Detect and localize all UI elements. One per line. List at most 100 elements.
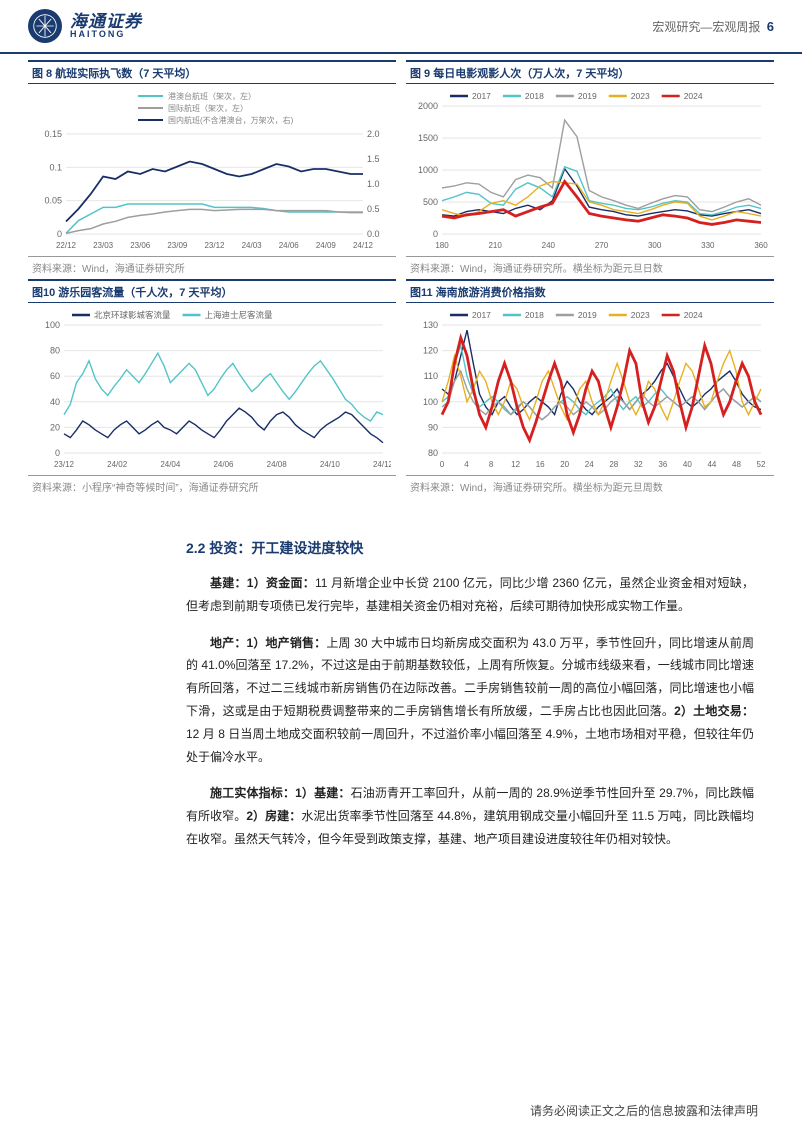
svg-text:20: 20 xyxy=(50,422,60,432)
svg-text:24/09: 24/09 xyxy=(316,241,337,250)
svg-text:0.1: 0.1 xyxy=(49,162,62,172)
svg-text:1000: 1000 xyxy=(418,165,438,175)
svg-text:北京环球影城客流量: 北京环球影城客流量 xyxy=(94,310,171,320)
p2-body2: 12 月 8 日当周土地成交面积较前一周回升，不过溢价率小幅回落至 4.9%，土… xyxy=(186,727,754,764)
svg-text:80: 80 xyxy=(428,448,438,458)
svg-text:0: 0 xyxy=(440,460,445,469)
section-2-2-heading: 2.2 投资：开工建设进度较快 xyxy=(0,494,802,558)
svg-text:90: 90 xyxy=(428,422,438,432)
svg-text:2019: 2019 xyxy=(578,91,597,101)
svg-text:国际航班（架次，左）: 国际航班（架次，左） xyxy=(168,103,248,113)
brand-logo-group: 海通证券 HAITONG xyxy=(28,9,142,43)
chart-8-plot: 00.050.10.150.00.51.01.52.022/1223/0323/… xyxy=(28,84,391,256)
page-label: 宏观研究—宏观周报 6 xyxy=(652,18,774,35)
svg-text:2017: 2017 xyxy=(472,310,491,320)
svg-text:40: 40 xyxy=(683,460,692,469)
chart-9-title: 图 9 每日电影观影人次（万人次，7 天平均） xyxy=(406,60,774,84)
svg-text:国内航班(不含港澳台，万架次，右): 国内航班(不含港澳台，万架次，右) xyxy=(168,115,294,125)
svg-text:24/02: 24/02 xyxy=(107,460,128,469)
svg-text:23/06: 23/06 xyxy=(130,241,151,250)
paragraph-realestate: 地产：1）地产销售：上周 30 大中城市日均新房成交面积为 43.0 万平，季节… xyxy=(186,632,754,769)
svg-text:0.05: 0.05 xyxy=(44,196,62,206)
logo-icon xyxy=(28,9,62,43)
svg-text:300: 300 xyxy=(648,241,662,250)
svg-text:24/08: 24/08 xyxy=(267,460,288,469)
svg-text:2000: 2000 xyxy=(418,101,438,111)
svg-text:52: 52 xyxy=(757,460,766,469)
svg-text:2017: 2017 xyxy=(472,91,491,101)
svg-text:22/12: 22/12 xyxy=(56,241,77,250)
svg-text:100: 100 xyxy=(45,320,60,330)
svg-text:港澳台航班（架次，左）: 港澳台航班（架次，左） xyxy=(168,91,256,101)
charts-grid: 图 8 航班实际执飞数（7 天平均） 00.050.10.150.00.51.0… xyxy=(0,54,802,494)
svg-text:210: 210 xyxy=(488,241,502,250)
svg-text:23/12: 23/12 xyxy=(204,241,225,250)
chart-9: 图 9 每日电影观影人次（万人次，7 天平均） 0500100015002000… xyxy=(406,60,774,275)
brand-name-en: HAITONG xyxy=(70,30,142,39)
svg-text:24/06: 24/06 xyxy=(213,460,234,469)
svg-text:240: 240 xyxy=(542,241,556,250)
svg-text:500: 500 xyxy=(423,197,438,207)
svg-text:20: 20 xyxy=(560,460,569,469)
paragraph-infra: 基建：1）资金面：11 月新增企业中长贷 2100 亿元，同比少增 2360 亿… xyxy=(186,572,754,618)
svg-text:0: 0 xyxy=(57,229,62,239)
svg-text:0.0: 0.0 xyxy=(367,229,380,239)
svg-text:24/03: 24/03 xyxy=(242,241,263,250)
svg-text:36: 36 xyxy=(658,460,667,469)
svg-text:1.5: 1.5 xyxy=(367,154,380,164)
svg-text:180: 180 xyxy=(435,241,449,250)
svg-text:0: 0 xyxy=(55,448,60,458)
chart-8: 图 8 航班实际执飞数（7 天平均） 00.050.10.150.00.51.0… xyxy=(28,60,396,275)
svg-text:120: 120 xyxy=(423,346,438,356)
svg-text:16: 16 xyxy=(536,460,545,469)
svg-text:24/12: 24/12 xyxy=(353,241,374,250)
svg-text:130: 130 xyxy=(423,320,438,330)
chart-9-source: 资料来源：Wind，海通证券研究所。横坐标为距元旦日数 xyxy=(406,256,774,275)
svg-text:23/03: 23/03 xyxy=(93,241,114,250)
p2-lead: 地产：1）地产销售： xyxy=(210,636,326,650)
page-footer: 请务必阅读正文之后的信息披露和法律声明 xyxy=(0,1102,802,1119)
svg-text:24/10: 24/10 xyxy=(320,460,341,469)
svg-text:24/04: 24/04 xyxy=(160,460,181,469)
chart-10-source: 资料来源：小程序“神奇等候时间”，海通证券研究所 xyxy=(28,475,396,494)
svg-text:44: 44 xyxy=(707,460,716,469)
svg-text:23/12: 23/12 xyxy=(54,460,75,469)
svg-text:270: 270 xyxy=(595,241,609,250)
svg-text:0.15: 0.15 xyxy=(44,129,62,139)
svg-text:48: 48 xyxy=(732,460,741,469)
svg-text:80: 80 xyxy=(50,346,60,356)
svg-text:2024: 2024 xyxy=(684,91,703,101)
svg-text:0.5: 0.5 xyxy=(367,204,380,214)
brand-name-cn: 海通证券 xyxy=(70,13,142,30)
svg-text:2018: 2018 xyxy=(525,310,544,320)
svg-text:12: 12 xyxy=(511,460,520,469)
svg-text:60: 60 xyxy=(50,371,60,381)
chart-8-source: 资料来源：Wind，海通证券研究所 xyxy=(28,256,396,275)
svg-text:上海迪士尼客流量: 上海迪士尼客流量 xyxy=(205,310,274,320)
chart-10: 图10 游乐园客流量（千人次，7 天平均） 02040608010023/122… xyxy=(28,279,396,494)
svg-text:330: 330 xyxy=(701,241,715,250)
svg-text:28: 28 xyxy=(609,460,618,469)
chart-11-source: 资料来源：Wind，海通证券研究所。横坐标为距元旦周数 xyxy=(406,475,774,494)
svg-text:100: 100 xyxy=(423,397,438,407)
svg-text:2019: 2019 xyxy=(578,310,597,320)
svg-text:360: 360 xyxy=(754,241,768,250)
svg-text:2023: 2023 xyxy=(631,310,650,320)
svg-text:4: 4 xyxy=(464,460,469,469)
body-text: 基建：1）资金面：11 月新增企业中长贷 2100 亿元，同比少增 2360 亿… xyxy=(0,558,802,851)
svg-text:40: 40 xyxy=(50,397,60,407)
p2-lead2: 2）土地交易： xyxy=(674,704,754,718)
paragraph-construction: 施工实体指标：1）基建：石油沥青开工率回升，从前一周的 28.9%逆季节性回升至… xyxy=(186,782,754,850)
chart-11-plot: 8090100110120130048121620242832364044485… xyxy=(406,303,769,475)
svg-text:2018: 2018 xyxy=(525,91,544,101)
svg-text:2023: 2023 xyxy=(631,91,650,101)
p1-lead: 基建：1）资金面： xyxy=(210,576,315,590)
svg-text:0: 0 xyxy=(433,229,438,239)
page-header: 海通证券 HAITONG 宏观研究—宏观周报 6 xyxy=(0,0,802,54)
svg-text:2.0: 2.0 xyxy=(367,129,380,139)
chart-11-title: 图11 海南旅游消费价格指数 xyxy=(406,279,774,303)
svg-text:24/12: 24/12 xyxy=(373,460,391,469)
svg-text:23/09: 23/09 xyxy=(167,241,188,250)
doc-category: 宏观研究—宏观周报 xyxy=(652,20,760,34)
p3-lead: 施工实体指标：1）基建： xyxy=(210,786,351,800)
